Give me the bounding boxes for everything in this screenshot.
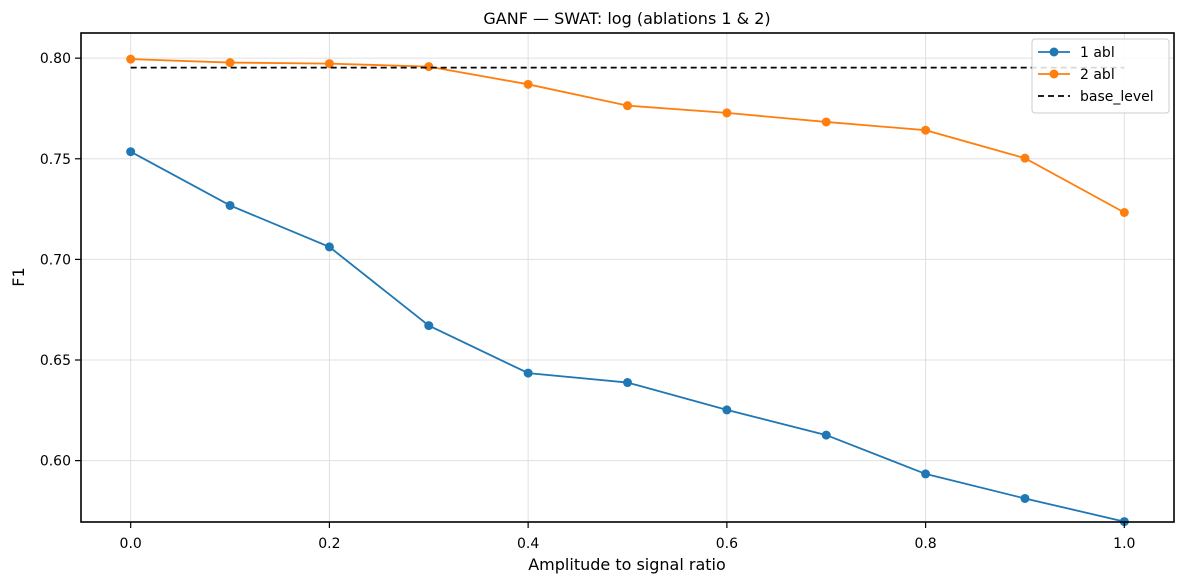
y-axis-title: F1	[9, 267, 28, 286]
series-2	[126, 54, 1129, 218]
data-point	[424, 321, 434, 331]
x-tick-label: 0.6	[716, 536, 738, 552]
data-point	[225, 200, 235, 210]
x-tick-label: 1.0	[1113, 536, 1135, 552]
legend-marker	[1049, 69, 1059, 79]
y-tick-label: 0.65	[40, 353, 71, 369]
data-point	[126, 54, 136, 64]
chart-title: GANF — SWAT: log (ablations 1 & 2)	[483, 9, 770, 28]
data-point	[821, 117, 831, 127]
data-point	[1119, 208, 1129, 218]
x-tick-label: 0.8	[914, 536, 936, 552]
legend: 1 abl 2 abl base_level	[1031, 38, 1170, 114]
y-tick-label: 0.75	[40, 152, 71, 168]
legend-marker	[1049, 47, 1059, 57]
plot-series	[126, 54, 1129, 527]
data-point	[722, 405, 732, 415]
x-axis: 0.0 0.2 0.4 0.6 0.8 1.0	[120, 522, 1135, 552]
y-tick-label: 0.70	[40, 252, 71, 268]
x-tick-label: 0.4	[517, 536, 539, 552]
data-point	[921, 469, 931, 479]
data-point	[324, 59, 334, 69]
legend-label: 2 abl	[1080, 67, 1115, 83]
legend-label: 1 abl	[1080, 45, 1115, 61]
data-point	[324, 242, 334, 252]
y-tick-label: 0.60	[40, 454, 71, 470]
legend-box	[1031, 38, 1170, 114]
y-tick-label: 0.80	[40, 51, 71, 67]
x-tick-label: 0.0	[120, 536, 142, 552]
data-point	[225, 58, 235, 68]
data-point	[523, 368, 533, 378]
y-axis: 0.60 0.65 0.70 0.75 0.80	[40, 51, 81, 470]
data-point	[921, 125, 931, 135]
grid	[81, 33, 1174, 522]
legend-label: base_level	[1080, 89, 1154, 105]
data-point	[126, 147, 136, 157]
data-point	[722, 108, 732, 118]
data-point	[821, 430, 831, 440]
data-point	[1020, 153, 1030, 163]
x-tick-label: 0.2	[318, 536, 340, 552]
data-point	[623, 378, 632, 388]
series-1	[126, 147, 1129, 527]
data-point	[424, 62, 434, 72]
series-line	[130, 58, 1125, 214]
plot-frame	[80, 32, 1175, 523]
x-axis-title: Amplitude to signal ratio	[528, 555, 726, 574]
data-point	[523, 79, 533, 89]
data-point	[623, 101, 632, 111]
data-point	[1020, 493, 1030, 503]
series-line	[130, 150, 1125, 523]
